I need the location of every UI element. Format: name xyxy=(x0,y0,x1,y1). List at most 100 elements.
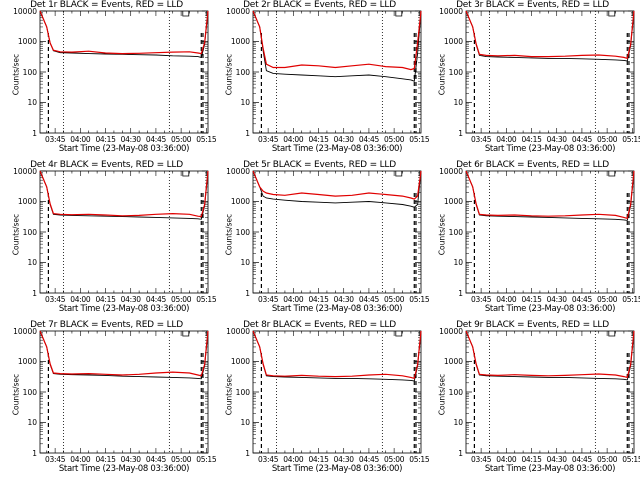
x-tick-label: 05:00 xyxy=(171,455,192,464)
chart-svg xyxy=(252,170,422,294)
x-tick-label: 05:15 xyxy=(622,455,640,464)
y-axis-title: Counts/sec xyxy=(11,213,21,256)
x-axis-title: Start Time (23-May-08 03:36:00) xyxy=(58,304,190,314)
y-tick-label: 10000 xyxy=(13,166,37,176)
x-tick-label: 03:45 xyxy=(471,135,492,144)
attenuator-bracket xyxy=(182,171,190,177)
x-tick-label: 04:45 xyxy=(145,135,166,144)
x-tick-label: 04:00 xyxy=(496,135,517,144)
x-axis-title: Start Time (23-May-08 03:36:00) xyxy=(271,464,403,474)
x-tick-label: 05:15 xyxy=(622,295,640,304)
x-tick-label: 04:15 xyxy=(308,455,329,464)
x-tick-label: 04:45 xyxy=(358,455,379,464)
y-tick-label: 10 xyxy=(240,418,250,427)
x-tick-label: 05:15 xyxy=(196,295,217,304)
chart-svg xyxy=(465,330,635,454)
y-tick-label: 1000 xyxy=(230,37,250,46)
plot-frame xyxy=(39,170,209,294)
plot-frame xyxy=(465,170,635,294)
x-tick-label: 04:45 xyxy=(145,295,166,304)
x-tick-label: 04:15 xyxy=(95,135,116,144)
y-tick-label: 10 xyxy=(27,98,37,107)
x-tick-label: 04:30 xyxy=(333,455,354,464)
x-axis-title: Start Time (23-May-08 03:36:00) xyxy=(271,304,403,314)
y-tick-label: 10 xyxy=(453,418,463,427)
y-tick-label: 100 xyxy=(22,387,37,397)
x-tick-label: 04:30 xyxy=(120,135,141,144)
x-tick-label: 05:00 xyxy=(597,295,618,304)
detector-panel: 1 10 100 1000 10000 03:45 04:00 04:15 04:30 04:45… xyxy=(0,160,217,320)
x-axis-title: Start Time (23-May-08 03:36:00) xyxy=(484,464,616,474)
plot-frame xyxy=(39,10,209,134)
chart-svg xyxy=(252,10,422,134)
y-axis-title: Counts/sec xyxy=(11,373,21,416)
y-tick-label: 1000 xyxy=(17,197,37,206)
y-tick-label: 100 xyxy=(22,227,37,237)
lld-series-line xyxy=(39,170,209,218)
x-axis-title: Start Time (23-May-08 03:36:00) xyxy=(58,144,190,154)
plot-frame xyxy=(252,10,422,134)
x-tick-label: 05:15 xyxy=(409,295,430,304)
y-tick-label: 10000 xyxy=(226,326,250,336)
attenuator-bracket xyxy=(182,331,190,337)
events-series-line xyxy=(252,330,422,382)
x-tick-label: 04:00 xyxy=(283,455,304,464)
attenuator-bracket xyxy=(395,11,403,17)
x-tick-label: 04:30 xyxy=(546,135,567,144)
chart-svg xyxy=(465,10,635,134)
y-tick-label: 1 xyxy=(32,288,37,298)
y-tick-label: 1 xyxy=(458,448,463,458)
x-tick-label: 04:00 xyxy=(70,455,91,464)
y-axis-title: Counts/sec xyxy=(437,53,447,96)
x-tick-label: 04:00 xyxy=(283,295,304,304)
y-tick-label: 10000 xyxy=(439,166,463,176)
y-axis-title: Counts/sec xyxy=(437,373,447,416)
y-tick-label: 1000 xyxy=(17,357,37,366)
y-tick-label: 10000 xyxy=(439,6,463,16)
y-tick-label: 1 xyxy=(245,448,250,458)
panel-title: Det 8r BLACK = Events, RED = LLD xyxy=(243,320,396,330)
x-tick-label: 03:45 xyxy=(258,295,279,304)
y-axis-title: Counts/sec xyxy=(437,213,447,256)
x-tick-label: 04:45 xyxy=(145,455,166,464)
chart-svg xyxy=(465,170,635,294)
x-tick-label: 05:00 xyxy=(597,135,618,144)
y-axis-title: Counts/sec xyxy=(11,53,21,96)
y-axis-title: Counts/sec xyxy=(224,213,234,256)
attenuator-bracket xyxy=(608,171,616,177)
panel-title: Det 6r BLACK = Events, RED = LLD xyxy=(456,160,609,170)
x-tick-label: 04:45 xyxy=(358,295,379,304)
x-tick-label: 04:15 xyxy=(521,295,542,304)
x-tick-label: 03:45 xyxy=(258,135,279,144)
chart-svg xyxy=(39,170,209,294)
x-tick-label: 05:15 xyxy=(196,135,217,144)
events-series-line xyxy=(252,170,422,208)
detector-panel: 1 10 100 1000 10000 03:45 04:00 04:15 04:30 04:45… xyxy=(0,320,217,480)
y-tick-label: 1000 xyxy=(443,37,463,46)
x-tick-label: 05:00 xyxy=(384,455,405,464)
x-tick-label: 05:15 xyxy=(196,455,217,464)
x-axis-title: Start Time (23-May-08 03:36:00) xyxy=(271,144,403,154)
x-tick-label: 04:15 xyxy=(521,455,542,464)
y-tick-label: 10000 xyxy=(226,6,250,16)
panel-title: Det 4r BLACK = Events, RED = LLD xyxy=(30,160,183,170)
detector-panel: 1 10 100 1000 10000 03:45 04:00 04:15 04:30 04:45… xyxy=(0,0,217,160)
x-tick-label: 03:45 xyxy=(45,295,66,304)
y-tick-label: 1000 xyxy=(17,37,37,46)
x-tick-label: 04:30 xyxy=(333,135,354,144)
plot-frame xyxy=(252,330,422,454)
y-tick-label: 100 xyxy=(448,67,463,77)
y-tick-label: 100 xyxy=(22,67,37,77)
x-tick-label: 05:15 xyxy=(409,135,430,144)
y-axis-title: Counts/sec xyxy=(224,373,234,416)
y-tick-label: 1000 xyxy=(230,357,250,366)
lld-series-line xyxy=(465,10,635,60)
y-tick-label: 10 xyxy=(240,98,250,107)
x-axis-title: Start Time (23-May-08 03:36:00) xyxy=(484,144,616,154)
y-tick-label: 10000 xyxy=(13,326,37,336)
y-tick-label: 100 xyxy=(235,227,250,237)
y-tick-label: 100 xyxy=(235,387,250,397)
y-tick-label: 100 xyxy=(235,67,250,77)
y-tick-label: 1 xyxy=(32,128,37,138)
